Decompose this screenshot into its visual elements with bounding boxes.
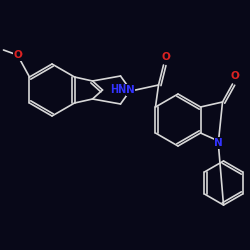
Text: O: O [13,50,22,60]
Text: HN: HN [110,85,127,95]
Text: N: N [126,85,135,95]
Text: HN: HN [110,84,127,94]
Text: N: N [126,85,135,95]
Text: O: O [161,52,170,62]
Text: O: O [230,71,239,81]
Text: O: O [230,71,239,81]
Text: O: O [13,50,22,60]
Text: N: N [214,138,223,148]
Text: N: N [214,138,223,148]
Text: O: O [161,52,170,62]
